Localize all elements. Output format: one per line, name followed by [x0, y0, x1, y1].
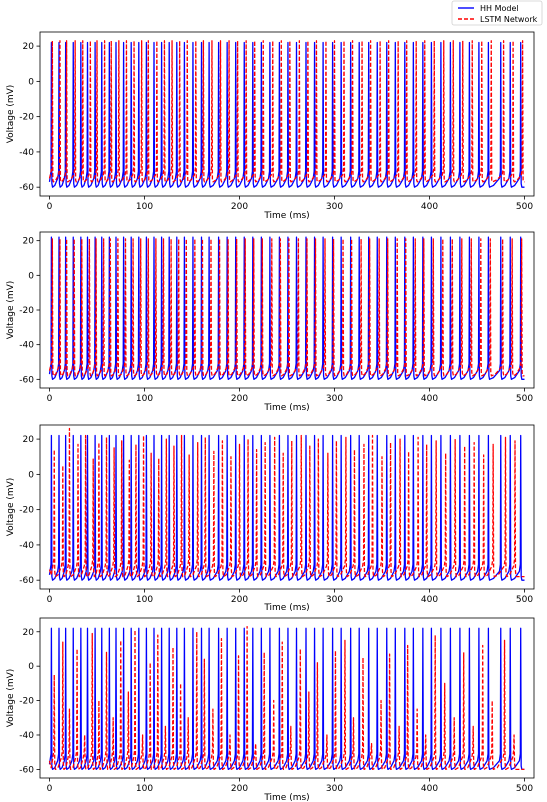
tick-group: 0 100 200 300 400 500 -60 -40 -20 0 20 [19, 237, 533, 404]
x-axis-label: Time (ms) [263, 603, 309, 613]
x-tick-label: 300 [326, 595, 343, 605]
y-axis-label: Voltage (mV) [6, 478, 16, 537]
x-tick-label: 500 [516, 202, 533, 212]
series-line-hh-model [48, 41, 525, 188]
y-tick-label: -60 [19, 375, 34, 385]
y-tick-label: 0 [28, 662, 34, 672]
x-tick-label: 0 [47, 595, 53, 605]
x-tick-label: 100 [136, 394, 153, 404]
x-tick-label: 300 [326, 784, 343, 794]
y-axis-label: Voltage (mV) [6, 669, 16, 728]
legend-frame [451, 0, 543, 26]
y-tick-label: 0 [28, 470, 34, 480]
y-tick-label: -20 [19, 306, 34, 316]
y-tick-label: -20 [19, 697, 34, 707]
plot-frame [39, 31, 535, 197]
series-line-lstm-network [48, 40, 525, 183]
x-tick-label: 400 [421, 595, 438, 605]
x-tick-label: 500 [516, 784, 533, 794]
x-axis-label: Time (ms) [263, 793, 309, 802]
series-line-hh-model [48, 627, 525, 771]
x-tick-label: 400 [421, 784, 438, 794]
y-tick-label: 0 [28, 271, 34, 281]
y-tick-label: 20 [23, 42, 35, 52]
x-tick-label: 100 [136, 202, 153, 212]
y-tick-label: 20 [23, 435, 35, 445]
x-tick-label: 100 [136, 784, 153, 794]
y-axis-label: Voltage (mV) [6, 281, 16, 340]
tick-group: 0 100 200 300 400 500 -60 -40 -20 0 20 [19, 42, 533, 212]
y-tick-label: -40 [19, 341, 34, 351]
y-tick-label: -20 [19, 113, 34, 123]
x-tick-label: 400 [421, 202, 438, 212]
y-tick-label: -40 [19, 541, 34, 551]
series-line-lstm-network [48, 427, 525, 578]
x-tick-label: 300 [326, 202, 343, 212]
legend-label-lstm-network: LSTM Network [480, 15, 538, 24]
x-tick-label: 300 [326, 394, 343, 404]
x-tick-label: 0 [47, 784, 53, 794]
x-tick-label: 200 [231, 595, 248, 605]
x-tick-label: 500 [516, 595, 533, 605]
series-line-lstm-network [48, 238, 525, 377]
x-tick-label: 0 [47, 202, 53, 212]
y-tick-label: -60 [19, 765, 34, 775]
y-tick-label: 0 [28, 77, 34, 87]
series-group [48, 236, 525, 380]
tick-group: 0 100 200 300 400 500 -60 -40 -20 0 20 [19, 435, 533, 605]
series-group [48, 427, 525, 581]
y-tick-label: 20 [23, 628, 35, 638]
panel-1: 0 100 200 300 400 500 -60 -40 -20 0 20 Time (ms) V… [6, 31, 535, 221]
panel-2: 0 100 200 300 400 500 -60 -40 -20 0 20 Time (ms) V… [6, 231, 535, 413]
y-tick-label: -60 [19, 576, 34, 586]
y-tick-label: -60 [19, 183, 34, 193]
series-group [48, 625, 525, 771]
series-group [48, 40, 525, 188]
series-line-hh-model [48, 434, 525, 581]
tick-group: 0 100 200 300 400 500 -60 -40 -20 0 20 [19, 628, 533, 794]
panel-4: 0 100 200 300 400 500 -60 -40 -20 0 20 Time (ms) V… [6, 617, 535, 802]
x-tick-label: 100 [136, 595, 153, 605]
x-axis-label: Time (ms) [263, 403, 309, 413]
y-axis-label: Voltage (mV) [6, 85, 16, 144]
y-tick-label: -40 [19, 148, 34, 158]
x-tick-label: 200 [231, 202, 248, 212]
y-tick-label: -40 [19, 731, 34, 741]
x-axis-label: Time (ms) [263, 211, 309, 221]
series-line-hh-model [48, 236, 525, 380]
series-line-lstm-network [48, 625, 525, 771]
plot-frame [39, 424, 535, 590]
x-tick-label: 400 [421, 394, 438, 404]
x-tick-label: 200 [231, 394, 248, 404]
panel-3: 0 100 200 300 400 500 -60 -40 -20 0 20 Time (ms) V… [6, 424, 535, 613]
x-tick-label: 0 [47, 394, 53, 404]
y-tick-label: 20 [23, 237, 35, 247]
legend: HH Model LSTM Network [451, 0, 543, 26]
x-tick-label: 200 [231, 784, 248, 794]
y-tick-label: -20 [19, 506, 34, 516]
plot-frame [39, 617, 535, 779]
x-tick-label: 500 [516, 394, 533, 404]
legend-label-hh-model: HH Model [480, 4, 519, 13]
